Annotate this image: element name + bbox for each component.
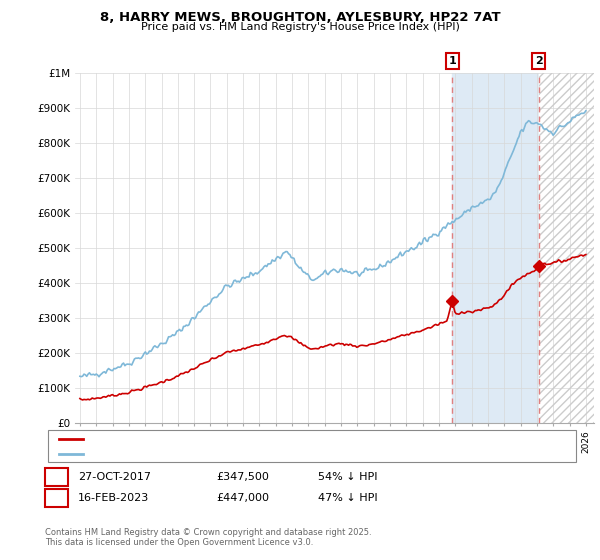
- Text: 2: 2: [535, 56, 543, 66]
- Text: 47% ↓ HPI: 47% ↓ HPI: [318, 493, 377, 503]
- Text: 27-OCT-2017: 27-OCT-2017: [78, 472, 151, 482]
- Text: £347,500: £347,500: [216, 472, 269, 482]
- Text: Contains HM Land Registry data © Crown copyright and database right 2025.
This d: Contains HM Land Registry data © Crown c…: [45, 528, 371, 547]
- Bar: [539, 73, 594, 423]
- Text: 8, HARRY MEWS, BROUGHTON, AYLESBURY, HP22 7AT: 8, HARRY MEWS, BROUGHTON, AYLESBURY, HP2…: [100, 11, 500, 24]
- Text: HPI: Average price, detached house, Buckinghamshire: HPI: Average price, detached house, Buck…: [88, 449, 353, 459]
- Text: 1: 1: [448, 56, 456, 66]
- Text: 2: 2: [52, 492, 61, 505]
- Text: £447,000: £447,000: [216, 493, 269, 503]
- Bar: [539, 55, 594, 423]
- Text: 1: 1: [52, 470, 61, 484]
- Text: 16-FEB-2023: 16-FEB-2023: [78, 493, 149, 503]
- Text: 54% ↓ HPI: 54% ↓ HPI: [318, 472, 377, 482]
- Bar: [452, 73, 539, 423]
- Text: Price paid vs. HM Land Registry's House Price Index (HPI): Price paid vs. HM Land Registry's House …: [140, 22, 460, 32]
- Text: 8, HARRY MEWS, BROUGHTON, AYLESBURY, HP22 7AT (detached house): 8, HARRY MEWS, BROUGHTON, AYLESBURY, HP2…: [88, 433, 441, 444]
